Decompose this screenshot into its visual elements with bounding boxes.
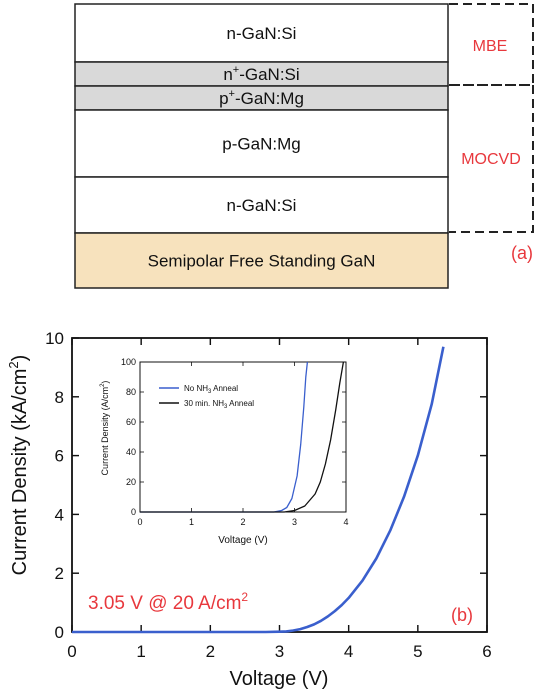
layer-stack-diagram: n-GaN:Si n+-GaN:Si p+-GaN:Mg p-GaN:Mg n-GaN:…: [74, 3, 534, 289]
annotation-threshold: 3.05 V @ 20 A/cm2: [88, 590, 248, 614]
layer-label-5: Semipolar Free Standing GaN: [148, 252, 376, 271]
main-y-tick-label: 8: [55, 388, 64, 407]
panel-a-label: (a): [511, 243, 533, 263]
mbe-bracket: [449, 3, 534, 86]
main-x-tick-label: 2: [206, 642, 215, 661]
main-y-tick-label: 10: [45, 329, 64, 348]
inset-y-tick-label: 100: [121, 357, 136, 367]
main-y-tick-label: 4: [55, 505, 64, 524]
inset-x-tick-label: 4: [343, 517, 348, 527]
main-y-tick-label: 0: [55, 623, 64, 642]
inset-series-line-1: [140, 361, 345, 513]
mocvd-label: MOCVD: [461, 151, 521, 168]
main-x-tick-label: 1: [136, 642, 145, 661]
layer-label-4: n-GaN:Si: [227, 196, 297, 215]
main-x-tick-label: 0: [67, 642, 76, 661]
inset-y-tick-label: 0: [131, 507, 136, 517]
layer-stack: n-GaN:Si n+-GaN:Si p+-GaN:Mg p-GaN:Mg n-GaN:…: [74, 3, 449, 289]
main-x-tick-label: 5: [413, 642, 422, 661]
layer-5: [74, 232, 449, 289]
main-y-tick-label: 2: [55, 564, 64, 583]
legend-label-30min-anneal: 30 min. NH3 Anneal: [184, 399, 254, 410]
mocvd-bracket: [449, 84, 534, 233]
main-series-line-0: [72, 346, 445, 634]
main-y-tick-label: 6: [55, 447, 64, 466]
inset-x-axis-label: Voltage (V): [218, 535, 267, 546]
main-x-tick-label: 6: [482, 642, 491, 661]
layer-label-2: p+-GaN:Mg: [219, 88, 304, 108]
main-y-axis-label: Current Density (kA/cm2): [6, 355, 31, 576]
inset-x-tick-label: 2: [240, 517, 245, 527]
inset-x-tick-label: 3: [292, 517, 297, 527]
mbe-label: MBE: [473, 38, 508, 55]
inset-y-tick-label: 40: [126, 447, 136, 457]
inset-y-tick-label: 80: [126, 387, 136, 397]
inset-y-axis-label: Current Density (A/cm2): [100, 381, 110, 476]
legend-label-no-anneal: No NH3 Anneal: [184, 384, 238, 395]
main-x-tick-label: 4: [344, 642, 353, 661]
inset-background: [93, 346, 359, 549]
layer-2: [74, 85, 449, 111]
inset-x-tick-label: 0: [137, 517, 142, 527]
layer-label-0: n-GaN:Si: [227, 24, 297, 43]
layer-label-1: n+-GaN:Si: [223, 64, 299, 84]
main-x-tick-label: 3: [275, 642, 284, 661]
layer-label-3: p-GaN:Mg: [222, 135, 300, 154]
layer-0: [74, 3, 449, 63]
inset-y-tick-label: 60: [126, 417, 136, 427]
inset-y-tick-label: 20: [126, 477, 136, 487]
main-x-axis-label: Voltage (V): [230, 668, 329, 690]
inset-x-tick-label: 1: [189, 517, 194, 527]
panel-b-label: (b): [451, 605, 473, 625]
inset-legend: No NH3 Anneal 30 min. NH3 Anneal: [159, 384, 254, 410]
layer-1: [74, 61, 449, 87]
